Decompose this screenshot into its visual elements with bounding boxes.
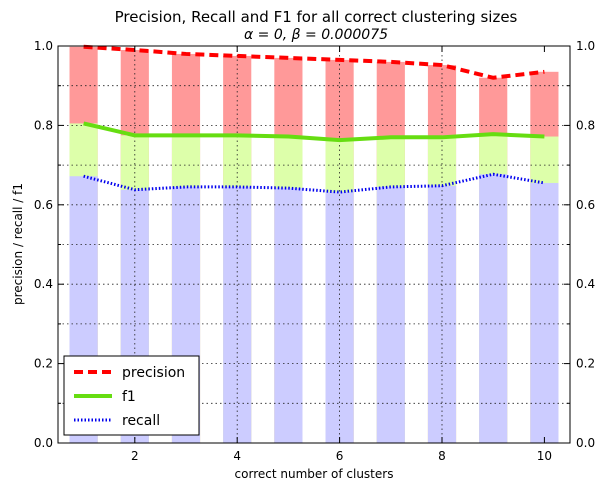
y-tick-label-right: 0.2 (576, 357, 595, 371)
y-tick-label-right: 1.0 (576, 39, 595, 53)
precision-line (83, 44, 545, 80)
x-tick-label: 6 (336, 449, 344, 463)
y-tick-label-left: 1.0 (34, 39, 53, 53)
recall-bar (427, 185, 457, 443)
y-tick-label-left: 0.0 (34, 436, 53, 450)
recall-bar (274, 188, 303, 443)
y-tick-label-left: 0.8 (34, 118, 53, 132)
ticks-group: 0.0 0.0 0.2 0.2 0.4 0.4 0.6 0.6 0.8 0.8 1.0 1.0 2 4 6 8… (34, 39, 595, 463)
recall-bar (479, 174, 508, 443)
recall-bar (530, 182, 559, 443)
x-tick-label: 10 (537, 449, 552, 463)
recall-bar (376, 186, 405, 443)
lines-group (83, 44, 545, 194)
y-tick-label-left: 0.4 (34, 277, 53, 291)
x-axis-label: correct number of clusters (235, 467, 394, 481)
y-tick-label-right: 0.8 (576, 118, 595, 132)
recall-legend-label: recall (122, 413, 160, 429)
f1-legend-label: f1 (122, 389, 136, 405)
y-tick-label-right: 0.4 (576, 277, 595, 291)
y-tick-label-right: 0.6 (576, 198, 595, 212)
recall-bar (325, 192, 354, 443)
f1-line (83, 121, 545, 143)
recall-line (83, 172, 545, 194)
y-tick-label-left: 0.2 (34, 357, 53, 371)
legend: precision f1 recall (63, 355, 200, 436)
x-tick-label: 4 (233, 449, 241, 463)
y-axis-label: precision / recall / f1 (11, 183, 25, 305)
precision-legend-label: precision (122, 365, 185, 381)
chart-title: Precision, Recall and F1 for all correct… (115, 8, 518, 26)
y-tick-label-left: 0.6 (34, 198, 53, 212)
x-tick-label: 2 (131, 449, 139, 463)
y-tick-label-right: 0.0 (576, 436, 595, 450)
grid-group (58, 46, 570, 443)
x-tick-label: 8 (438, 449, 446, 463)
recall-bar (223, 186, 252, 443)
chart-subtitle: α = 0, β = 0.000075 (244, 27, 388, 43)
